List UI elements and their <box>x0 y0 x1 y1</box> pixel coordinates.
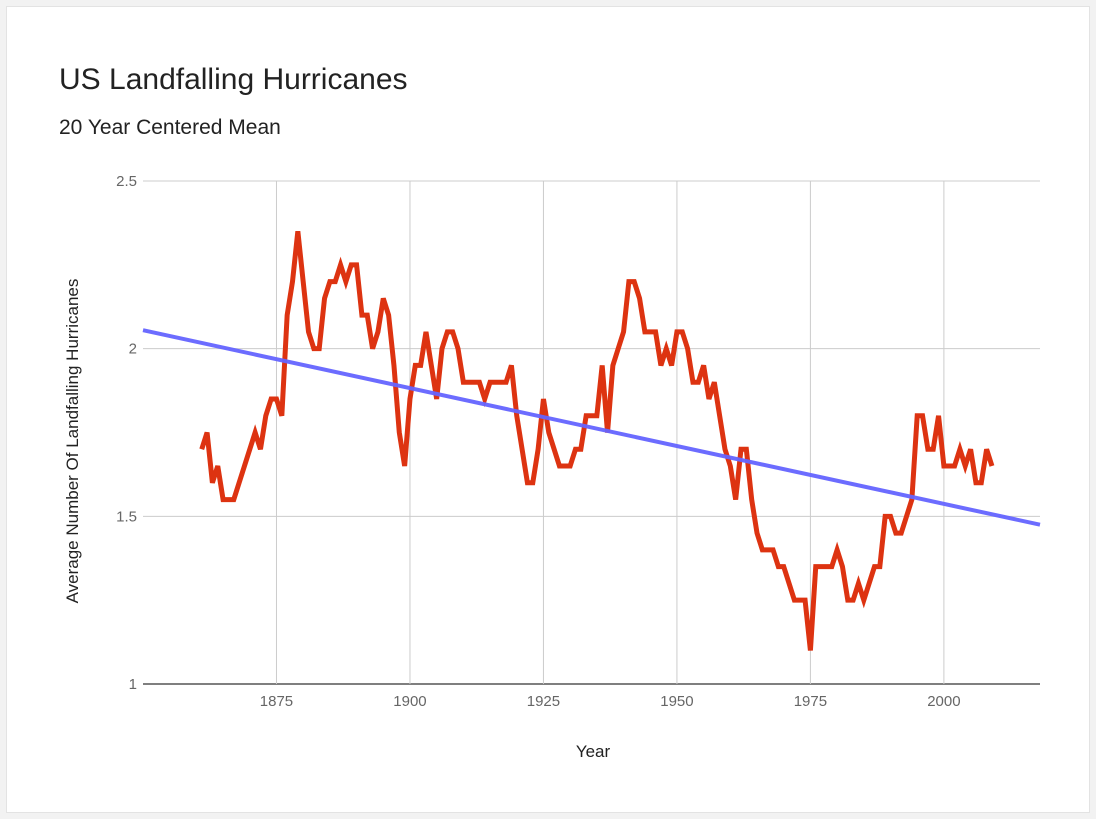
series-layer <box>142 231 1041 651</box>
x-tick-label: 2000 <box>927 693 960 710</box>
y-axis-title: Average Number Of Landfalling Hurricanes <box>63 279 82 604</box>
x-tick-label: 1875 <box>260 693 293 710</box>
chart-card <box>6 6 1090 813</box>
trendline <box>142 328 1041 527</box>
y-tick-label: 1.5 <box>116 508 137 525</box>
y-tick-label: 1 <box>129 676 137 693</box>
y-tick-label: 2 <box>129 341 137 358</box>
chart-title: US Landfalling Hurricanes <box>59 63 408 96</box>
gridlines <box>143 180 1040 685</box>
chart-subtitle: 20 Year Centered Mean <box>59 116 281 139</box>
x-axis-title: Year <box>576 742 611 761</box>
y-tick-label: 2.5 <box>116 173 137 190</box>
data-series-line <box>199 231 995 651</box>
tick-labels: 1 1.5 2 2.5 1875 1900 1925 1950 1975 2000 <box>116 173 960 710</box>
x-tick-label: 1925 <box>527 693 560 710</box>
x-tick-label: 1900 <box>393 693 426 710</box>
x-tick-label: 1975 <box>794 693 827 710</box>
x-tick-label: 1950 <box>660 693 693 710</box>
